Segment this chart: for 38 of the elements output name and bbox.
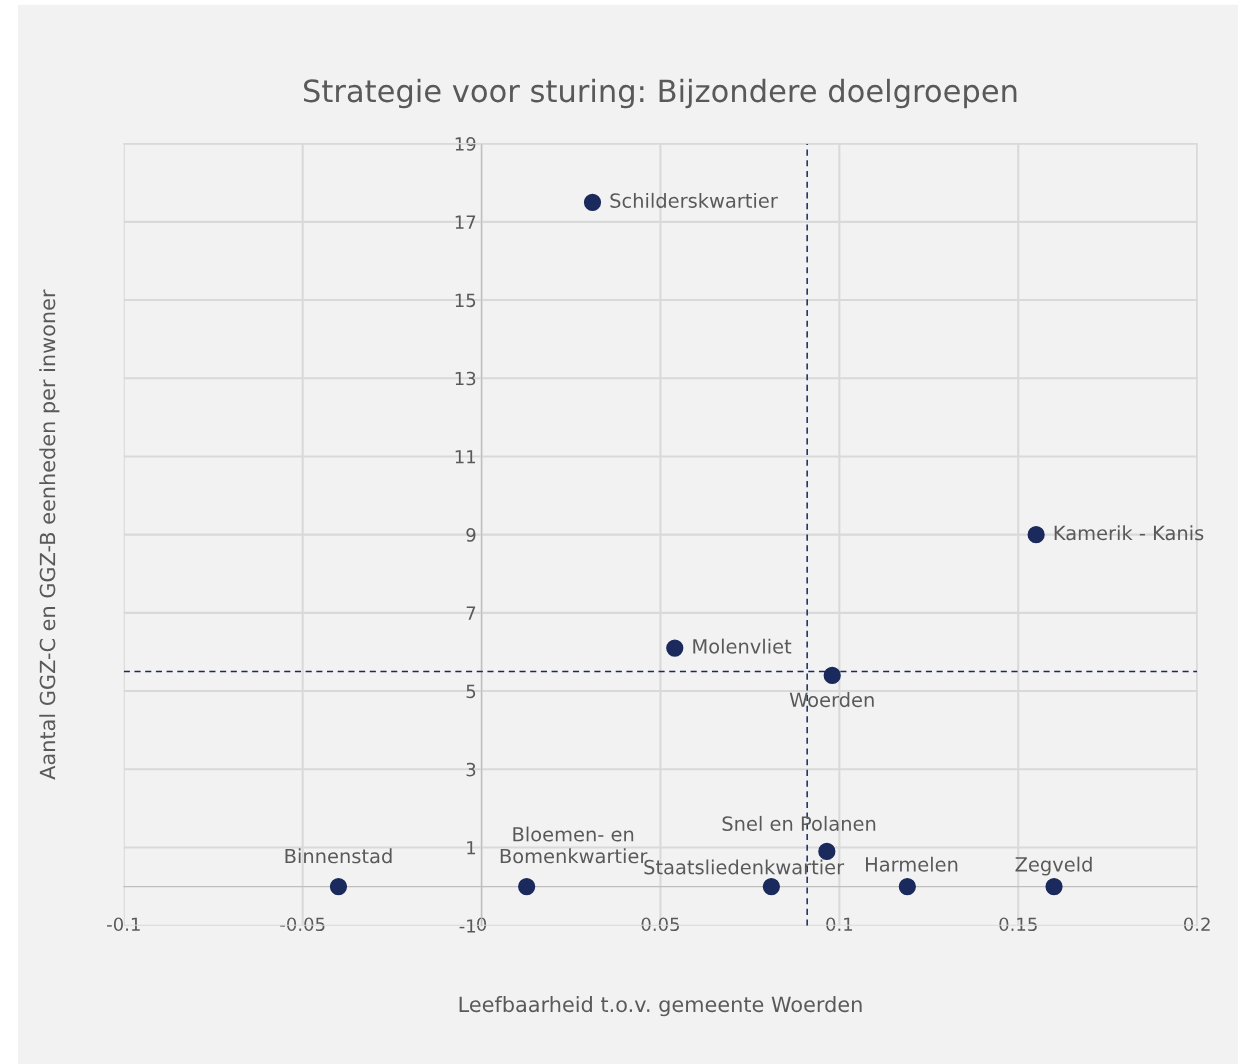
y-tick-label: 1: [467, 841, 476, 855]
y-tick-label: 11: [455, 450, 476, 464]
point: [823, 666, 841, 685]
x-tick-label: 0: [477, 917, 487, 932]
annotation: Woerden: [789, 692, 874, 708]
x-tick-label: 0.2: [1183, 917, 1210, 932]
point: [818, 842, 836, 860]
point: [666, 639, 684, 657]
chart-title: Strategie voor sturing: Bijzondere doelgroepen: [303, 78, 1017, 109]
annotation: Molenvliet: [693, 638, 792, 654]
annotation: Harmelen: [866, 856, 958, 872]
y-tick-label: 13: [455, 371, 476, 386]
annotation: Zegveld: [1015, 856, 1092, 876]
y-tick-label: 9: [466, 528, 476, 542]
annotation: Snel en Polanen: [722, 815, 876, 831]
y-tick-label: 17: [455, 215, 476, 229]
y-tick-label: 15: [455, 293, 476, 308]
point: [329, 877, 348, 896]
point: [583, 193, 602, 211]
point: [1045, 877, 1063, 896]
point: [518, 877, 536, 896]
y-tick-label: 5: [466, 684, 476, 699]
annotation: Kamerik - Kanis: [1054, 525, 1204, 541]
y-tick-label: -1: [459, 919, 476, 933]
y-tick-label: 3: [466, 762, 476, 777]
x-tick-label: 0.1: [826, 917, 853, 932]
x-tick-label: -0.05: [280, 917, 325, 932]
annotation: Schilderskwartier: [610, 192, 778, 208]
point: [898, 877, 916, 896]
x-tick-label: 0.05: [641, 917, 679, 932]
y-tick-label: 7: [466, 606, 476, 620]
x-tick-label: -0.1: [107, 917, 140, 932]
y-axis-title: Aantal GGZ-C en GGZ-B eenheden per inwoner: [39, 289, 60, 780]
x-axis-title: Leefbaarheid t.o.v. gemeente Woerden: [459, 996, 862, 1017]
point: [762, 877, 780, 896]
annotation: Binnenstad: [285, 848, 392, 864]
x-tick-label: 0.15: [999, 917, 1037, 932]
point: [1027, 526, 1045, 544]
